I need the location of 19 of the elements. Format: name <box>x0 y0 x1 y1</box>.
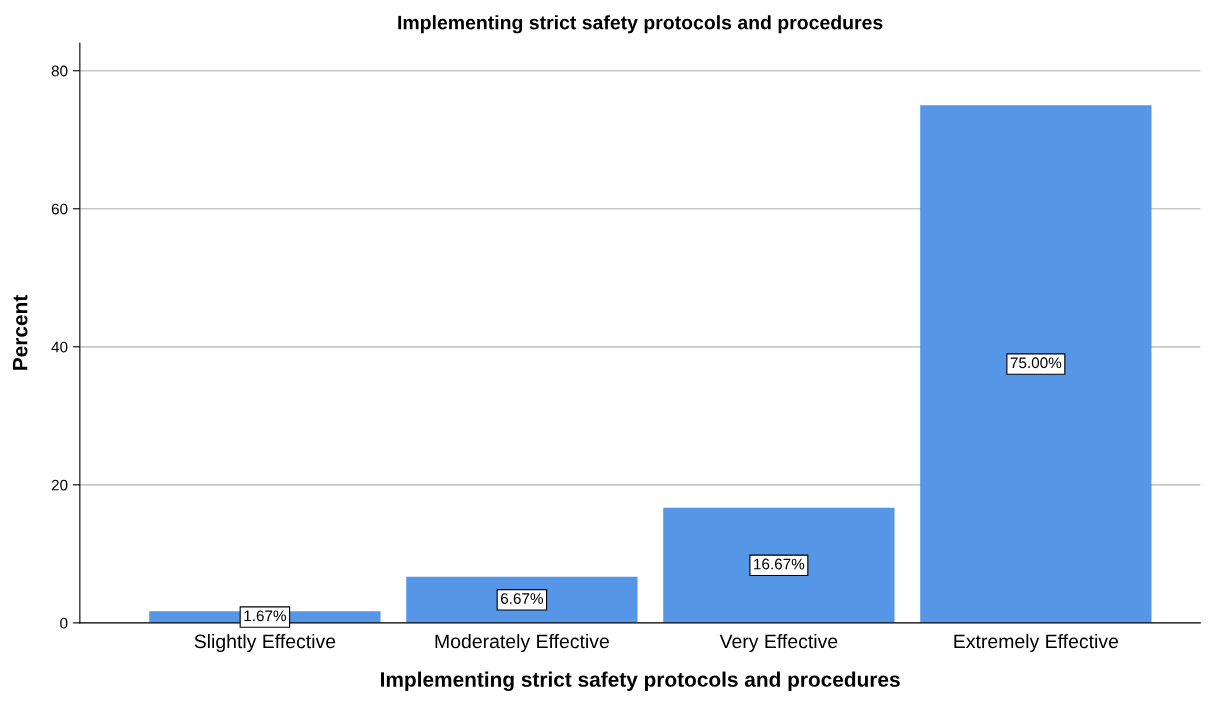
bar <box>406 576 638 623</box>
x-tick-label: Slightly Effective <box>194 633 336 653</box>
bar <box>663 507 895 623</box>
x-tick-label: Extremely Effective <box>954 633 1119 653</box>
bar <box>920 105 1152 623</box>
x-tick-label: Very Effective <box>719 633 838 653</box>
x-axis-title: Implementing strict safety protocols and procedures <box>381 671 900 692</box>
y-tick-label: 20 <box>51 479 68 491</box>
data-label: 6.67% <box>500 593 543 604</box>
data-label: 1.67% <box>244 610 287 622</box>
y-tick-label: 0 <box>60 617 68 629</box>
data-label: 75.00% <box>1010 357 1062 369</box>
y-axis-title: Percent <box>12 295 28 370</box>
y-tick-label: 60 <box>51 203 68 215</box>
data-label: 16.67% <box>754 558 805 570</box>
x-tick-label: Moderately Effective <box>435 633 609 653</box>
y-tick-label: 40 <box>51 341 68 353</box>
chart-title: Implementing strict safety protocols and procedures <box>398 15 883 34</box>
y-tick-label: 80 <box>51 65 68 77</box>
